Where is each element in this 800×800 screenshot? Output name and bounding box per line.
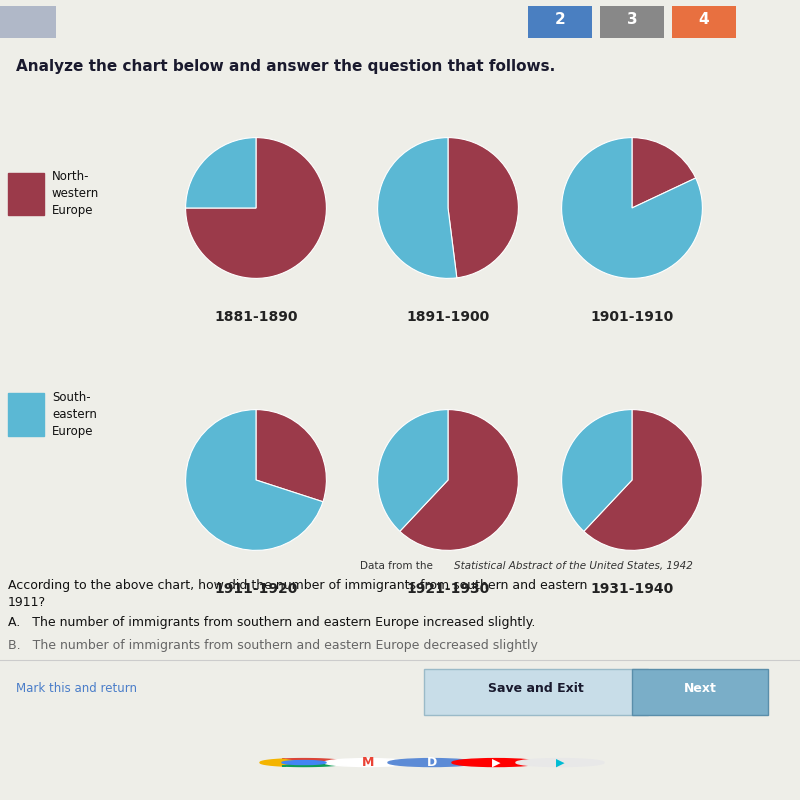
Polygon shape xyxy=(260,759,304,766)
Circle shape xyxy=(388,758,476,766)
Text: D: D xyxy=(427,756,437,769)
Text: Data from the: Data from the xyxy=(360,561,436,571)
Circle shape xyxy=(452,758,540,766)
Text: 1901-1910: 1901-1910 xyxy=(590,310,674,324)
Wedge shape xyxy=(186,410,323,550)
Text: 4: 4 xyxy=(698,12,710,27)
FancyBboxPatch shape xyxy=(600,6,664,38)
Text: 1921-1930: 1921-1930 xyxy=(406,582,490,596)
Text: M: M xyxy=(362,756,374,769)
Text: ▶: ▶ xyxy=(556,758,564,767)
FancyBboxPatch shape xyxy=(528,6,592,38)
Bar xyxy=(8,173,44,215)
Text: 2: 2 xyxy=(554,12,566,27)
FancyBboxPatch shape xyxy=(632,669,768,715)
Text: 1931-1940: 1931-1940 xyxy=(590,582,674,596)
Polygon shape xyxy=(282,762,348,766)
Text: Save and Exit: Save and Exit xyxy=(488,682,584,695)
Wedge shape xyxy=(256,410,326,502)
Circle shape xyxy=(516,758,604,766)
Bar xyxy=(8,393,44,436)
FancyBboxPatch shape xyxy=(0,6,56,38)
FancyBboxPatch shape xyxy=(424,669,648,715)
Wedge shape xyxy=(400,410,518,550)
FancyBboxPatch shape xyxy=(672,6,736,38)
Text: According to the above chart, how did the number of immigrants from southern and: According to the above chart, how did th… xyxy=(8,579,587,610)
Text: Mark this and return: Mark this and return xyxy=(16,682,137,695)
Text: ▶: ▶ xyxy=(492,758,500,767)
Wedge shape xyxy=(584,410,702,550)
Text: Analyze the chart below and answer the question that follows.: Analyze the chart below and answer the q… xyxy=(16,59,555,74)
Text: B.   The number of immigrants from southern and eastern Europe decreased slightl: B. The number of immigrants from souther… xyxy=(8,639,538,652)
Wedge shape xyxy=(186,138,326,278)
Text: A.   The number of immigrants from southern and eastern Europe increased slightl: A. The number of immigrants from souther… xyxy=(8,616,535,630)
Wedge shape xyxy=(378,138,457,278)
Wedge shape xyxy=(378,410,448,531)
Text: North-
western
Europe: North- western Europe xyxy=(52,170,99,218)
Text: 1891-1900: 1891-1900 xyxy=(406,310,490,324)
Polygon shape xyxy=(282,758,348,762)
Text: Next: Next xyxy=(683,682,717,695)
Text: 1911-1920: 1911-1920 xyxy=(214,582,298,596)
Wedge shape xyxy=(448,138,518,278)
Wedge shape xyxy=(562,410,632,531)
Circle shape xyxy=(282,761,326,765)
Wedge shape xyxy=(186,138,256,208)
Text: South-
eastern
Europe: South- eastern Europe xyxy=(52,390,97,438)
Wedge shape xyxy=(632,138,696,208)
Circle shape xyxy=(324,758,412,766)
Wedge shape xyxy=(562,138,702,278)
Text: Statistical Abstract of the United States, 1942: Statistical Abstract of the United State… xyxy=(454,561,693,571)
Text: 1881-1890: 1881-1890 xyxy=(214,310,298,324)
Text: 3: 3 xyxy=(626,12,638,27)
